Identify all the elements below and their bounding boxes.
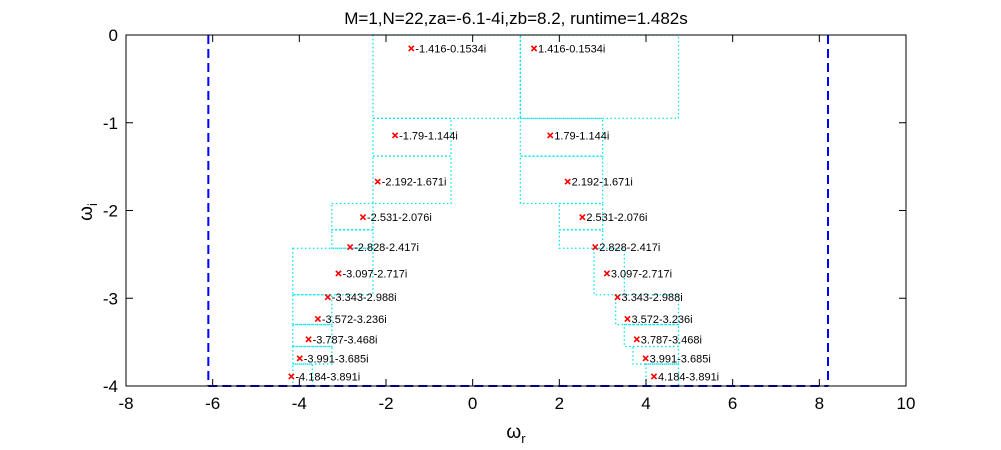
data-point-label: 2.192-1.671i xyxy=(572,177,633,189)
y-tick-label: -1 xyxy=(103,114,118,133)
data-point-marker xyxy=(408,45,415,52)
data-point-label: -1.416-0.1534i xyxy=(415,43,486,55)
data-point-marker xyxy=(650,373,658,380)
data-point-label: -3.343-2.988i xyxy=(332,292,397,304)
dotted-region-16 xyxy=(292,345,333,365)
data-point-label: 3.097-2.717i xyxy=(611,268,672,280)
y-axis-label-subscript: i xyxy=(85,203,100,206)
x-tick-label: 4 xyxy=(641,394,650,413)
data-point-label: -2.192-1.671i xyxy=(382,177,447,189)
dotted-region-9 xyxy=(558,229,604,249)
data-point-label: 3.991-3.685i xyxy=(650,353,711,365)
dotted-region-12 xyxy=(292,294,333,326)
data-point-label: -3.572-3.236i xyxy=(322,314,387,326)
data-point-marker xyxy=(314,315,322,323)
data-point-label: -2.531-2.076i xyxy=(367,212,432,224)
dotted-region-14 xyxy=(292,323,333,348)
x-tick-label: 0 xyxy=(468,394,477,413)
data-point-label: 3.343-2.988i xyxy=(622,292,683,304)
y-tick-label: -2 xyxy=(103,202,118,221)
x-tick-label: 10 xyxy=(897,394,916,413)
x-tick-label: -2 xyxy=(378,394,393,413)
data-point-marker xyxy=(324,294,331,301)
x-tick-label: 2 xyxy=(555,394,564,413)
data-point-label: -3.991-3.685i xyxy=(304,353,369,365)
data-point-marker xyxy=(335,270,342,277)
data-point-label: 1.79-1.144i xyxy=(554,130,609,142)
data-point-label: 1.416-0.1534i xyxy=(538,43,605,55)
data-point-label: 2.828-2.417i xyxy=(599,242,660,254)
y-axis-label: ωi xyxy=(76,203,100,221)
data-point-label: -1.79-1.144i xyxy=(399,130,458,142)
data-point-label: 3.787-3.468i xyxy=(641,334,702,346)
dotted-region-1 xyxy=(519,34,680,120)
data-point-marker xyxy=(359,214,367,221)
point-annotations: 1.416-0.1534i -1.416-0.1534i 1.79-1.144i -1… xyxy=(295,43,719,383)
x-axis-label-subscript: r xyxy=(521,431,526,446)
dotted-contours xyxy=(292,34,680,387)
data-point-marker xyxy=(530,45,538,52)
dotted-region-17 xyxy=(632,345,680,365)
x-tick-label: -6 xyxy=(205,394,220,413)
data-point-marker xyxy=(614,294,621,301)
data-point-label: -2.828-2.417i xyxy=(354,242,419,254)
data-point-marker xyxy=(346,243,354,251)
data-point-marker xyxy=(288,373,295,380)
dotted-region-4 xyxy=(372,155,452,205)
dotted-region-5 xyxy=(519,155,604,205)
data-point-marker xyxy=(391,132,399,139)
data-point-marker xyxy=(564,178,571,185)
chart-title: M=1,N=22,za=-6.1-4i,zb=8.2, runtime=1.48… xyxy=(344,9,688,28)
y-tick-label: -3 xyxy=(103,289,118,308)
data-point-marker xyxy=(579,214,586,221)
data-point-marker xyxy=(305,336,312,343)
dotted-region-19 xyxy=(645,363,680,387)
x-axis-label: ωr xyxy=(506,422,526,446)
data-point-marker xyxy=(374,178,381,185)
dotted-region-15 xyxy=(623,323,680,348)
y-tick-label: 0 xyxy=(109,26,118,45)
y-axis-label-main: ω xyxy=(76,206,97,221)
x-tick-label: -4 xyxy=(292,394,307,413)
data-point-label: 3.572-3.236i xyxy=(631,314,692,326)
dotted-region-10 xyxy=(292,247,374,296)
data-point-label: 4.184-3.891i xyxy=(658,371,719,383)
dotted-region-7 xyxy=(558,202,604,231)
data-point-marker xyxy=(592,243,599,251)
data-point-marker xyxy=(603,270,611,277)
x-tick-label: 8 xyxy=(815,394,824,413)
data-point-marker xyxy=(633,336,640,343)
x-tick-label: -8 xyxy=(118,394,133,413)
data-point-label: -3.787-3.468i xyxy=(313,334,378,346)
data-point-marker xyxy=(296,355,303,362)
y-tick-label: -4 xyxy=(103,377,118,396)
data-point-marker xyxy=(547,132,554,139)
data-point-label: -4.184-3.891i xyxy=(295,371,360,383)
data-point-marker xyxy=(642,355,649,362)
data-point-label: 2.531-2.076i xyxy=(586,212,647,224)
dotted-region-13 xyxy=(615,294,680,326)
dotted-region-8 xyxy=(331,229,374,249)
x-tick-label: 6 xyxy=(728,394,737,413)
x-axis-label-main: ω xyxy=(506,422,521,443)
data-point-label: -3.097-2.717i xyxy=(342,268,407,280)
axis-ticks: -8 -6 -4 -2 0 2 4 6 8 10 0 -1 -2 -3 -4 xyxy=(103,26,916,413)
dotted-region-11 xyxy=(593,247,625,296)
dotted-region-2 xyxy=(372,117,452,157)
data-point-marker xyxy=(624,315,631,323)
data-points xyxy=(288,45,658,380)
